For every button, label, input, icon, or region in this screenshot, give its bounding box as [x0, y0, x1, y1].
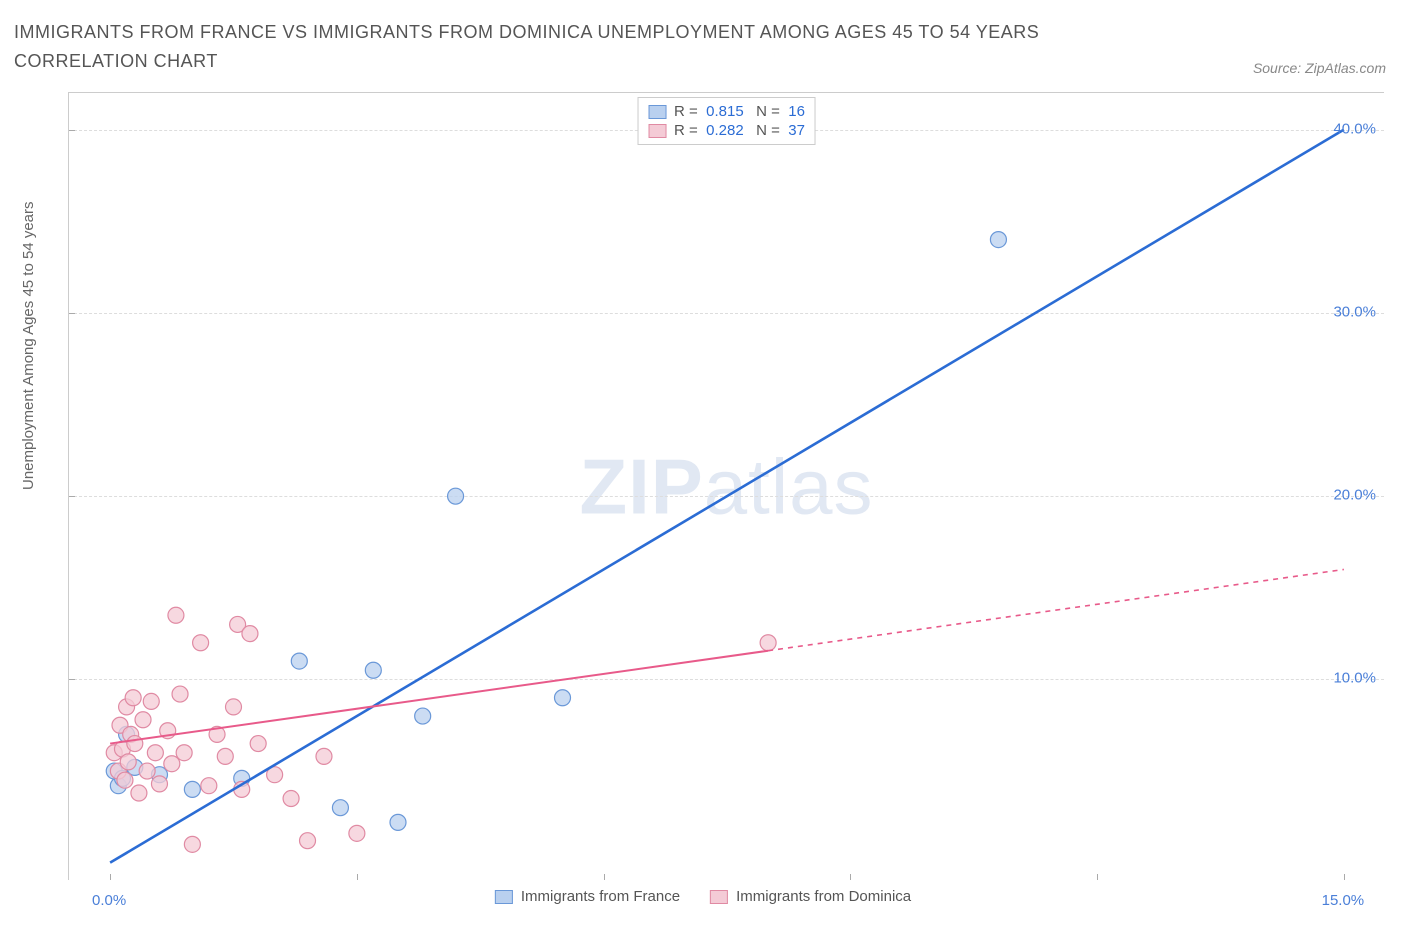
legend-swatch: [495, 890, 513, 904]
data-point: [990, 232, 1006, 248]
data-point: [555, 690, 571, 706]
scatter-svg: [69, 93, 1384, 880]
data-point: [135, 712, 151, 728]
legend-item: Immigrants from France: [495, 888, 680, 905]
data-point: [176, 745, 192, 761]
legend-swatch: [710, 890, 728, 904]
regression-line: [110, 651, 768, 744]
data-point: [332, 800, 348, 816]
data-point: [283, 791, 299, 807]
data-point: [127, 736, 143, 752]
data-point: [316, 748, 332, 764]
data-point: [172, 686, 188, 702]
x-tick-label: 15.0%: [1322, 892, 1365, 909]
data-point: [147, 745, 163, 761]
legend-swatch: [648, 105, 666, 119]
legend-stats: R = 0.815 N = 16: [674, 103, 805, 120]
data-point: [390, 814, 406, 830]
source-attribution: Source: ZipAtlas.com: [1253, 60, 1386, 76]
chart-plot-area: ZIPatlas R = 0.815 N = 16R = 0.282 N = 3…: [68, 92, 1384, 880]
y-tick-label: 30.0%: [1333, 303, 1376, 320]
data-point: [168, 607, 184, 623]
data-point: [300, 833, 316, 849]
data-point: [125, 690, 141, 706]
regression-line: [110, 130, 1344, 863]
data-point: [250, 736, 266, 752]
data-point: [143, 693, 159, 709]
y-tick-label: 10.0%: [1333, 670, 1376, 687]
data-point: [193, 635, 209, 651]
y-axis-label: Unemployment Among Ages 45 to 54 years: [20, 201, 37, 490]
data-point: [164, 756, 180, 772]
regression-line-extrapolated: [768, 569, 1344, 650]
x-tick-label: 0.0%: [92, 892, 126, 909]
data-point: [217, 748, 233, 764]
data-point: [117, 772, 133, 788]
data-point: [365, 662, 381, 678]
data-point: [151, 776, 167, 792]
legend-swatch: [648, 124, 666, 138]
legend-label: Immigrants from Dominica: [736, 888, 911, 905]
y-tick-label: 20.0%: [1333, 487, 1376, 504]
legend-stats: R = 0.282 N = 37: [674, 122, 805, 139]
data-point: [120, 754, 136, 770]
data-point: [291, 653, 307, 669]
data-point: [349, 825, 365, 841]
legend-row: R = 0.282 N = 37: [648, 121, 805, 140]
data-point: [184, 781, 200, 797]
legend-item: Immigrants from Dominica: [710, 888, 911, 905]
data-point: [415, 708, 431, 724]
data-point: [139, 763, 155, 779]
data-point: [760, 635, 776, 651]
data-point: [131, 785, 147, 801]
chart-title: IMMIGRANTS FROM FRANCE VS IMMIGRANTS FRO…: [14, 18, 1114, 76]
data-point: [226, 699, 242, 715]
data-point: [448, 488, 464, 504]
data-point: [201, 778, 217, 794]
data-point: [242, 626, 258, 642]
legend-label: Immigrants from France: [521, 888, 680, 905]
data-point: [184, 836, 200, 852]
y-tick-label: 40.0%: [1333, 120, 1376, 137]
legend-row: R = 0.815 N = 16: [648, 102, 805, 121]
correlation-legend: R = 0.815 N = 16 R = 0.282 N = 37: [637, 97, 816, 145]
series-legend: Immigrants from France Immigrants from Do…: [495, 888, 911, 905]
